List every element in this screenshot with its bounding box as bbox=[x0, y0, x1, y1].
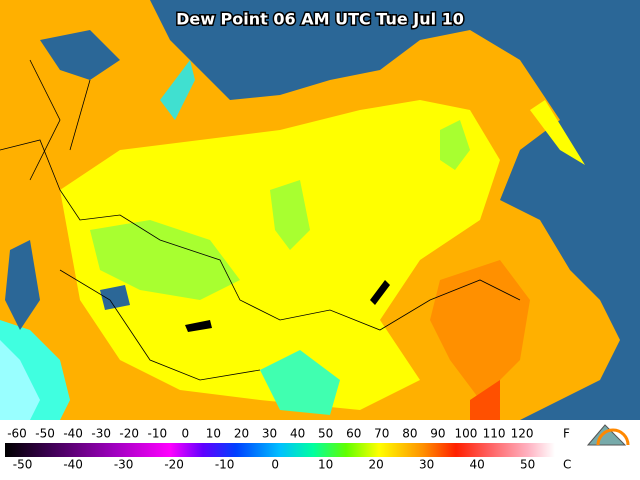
humid-region bbox=[90, 220, 240, 300]
fahrenheit-tick-label: 20 bbox=[234, 427, 249, 441]
celsius-tick-label: 50 bbox=[520, 458, 535, 472]
borders bbox=[0, 59, 521, 381]
fahrenheit-tick-label: -30 bbox=[91, 427, 111, 441]
fahrenheit-tick-label: 50 bbox=[318, 427, 333, 441]
moist-region bbox=[60, 100, 500, 410]
fahrenheit-tick-label: 90 bbox=[430, 427, 445, 441]
celsius-tick-label: -50 bbox=[13, 458, 33, 472]
color-scale bbox=[5, 443, 555, 457]
sea bbox=[100, 285, 130, 310]
fahrenheit-tick-label: -20 bbox=[119, 427, 139, 441]
celsius-tick-label: -30 bbox=[114, 458, 134, 472]
dry-region bbox=[470, 380, 500, 420]
logo bbox=[586, 424, 630, 446]
fahrenheit-tick-label: 70 bbox=[374, 427, 389, 441]
fahrenheit-tick-label: 0 bbox=[182, 427, 190, 441]
sea bbox=[5, 240, 40, 330]
map-title: Dew Point 06 AM UTC Tue Jul 10 bbox=[176, 10, 464, 29]
humid-region bbox=[260, 350, 340, 415]
celsius-unit: C bbox=[563, 458, 571, 472]
celsius-tick-label: -10 bbox=[215, 458, 235, 472]
sea bbox=[40, 30, 120, 80]
lake bbox=[185, 320, 212, 332]
celsius-tick-label: -40 bbox=[63, 458, 83, 472]
fahrenheit-tick-label: 80 bbox=[402, 427, 417, 441]
lake bbox=[370, 280, 390, 305]
fahrenheit-unit: F bbox=[563, 427, 570, 441]
fahrenheit-tick-label: 60 bbox=[346, 427, 361, 441]
map-area bbox=[0, 0, 640, 420]
fahrenheit-tick-label: -40 bbox=[63, 427, 83, 441]
celsius-tick-label: -20 bbox=[164, 458, 184, 472]
celsius-tick-label: 30 bbox=[419, 458, 434, 472]
celsius-tick-label: 10 bbox=[318, 458, 333, 472]
humid-region bbox=[270, 180, 310, 250]
fahrenheit-tick-label: 40 bbox=[290, 427, 305, 441]
humid-region bbox=[440, 120, 470, 170]
fahrenheit-tick-label: -50 bbox=[35, 427, 55, 441]
celsius-tick-label: 40 bbox=[470, 458, 485, 472]
fahrenheit-tick-label: 120 bbox=[511, 427, 534, 441]
fahrenheit-tick-label: 110 bbox=[483, 427, 506, 441]
land bbox=[530, 100, 585, 165]
fahrenheit-tick-label: 10 bbox=[206, 427, 221, 441]
fahrenheit-tick-label: -60 bbox=[7, 427, 27, 441]
fahrenheit-tick-label: 100 bbox=[455, 427, 478, 441]
fahrenheit-tick-label: -10 bbox=[147, 427, 167, 441]
celsius-tick-label: 20 bbox=[369, 458, 384, 472]
celsius-tick-label: 0 bbox=[271, 458, 279, 472]
humid-region bbox=[0, 340, 40, 420]
coast bbox=[160, 60, 195, 120]
dry-region bbox=[430, 260, 530, 400]
fahrenheit-tick-label: 30 bbox=[262, 427, 277, 441]
